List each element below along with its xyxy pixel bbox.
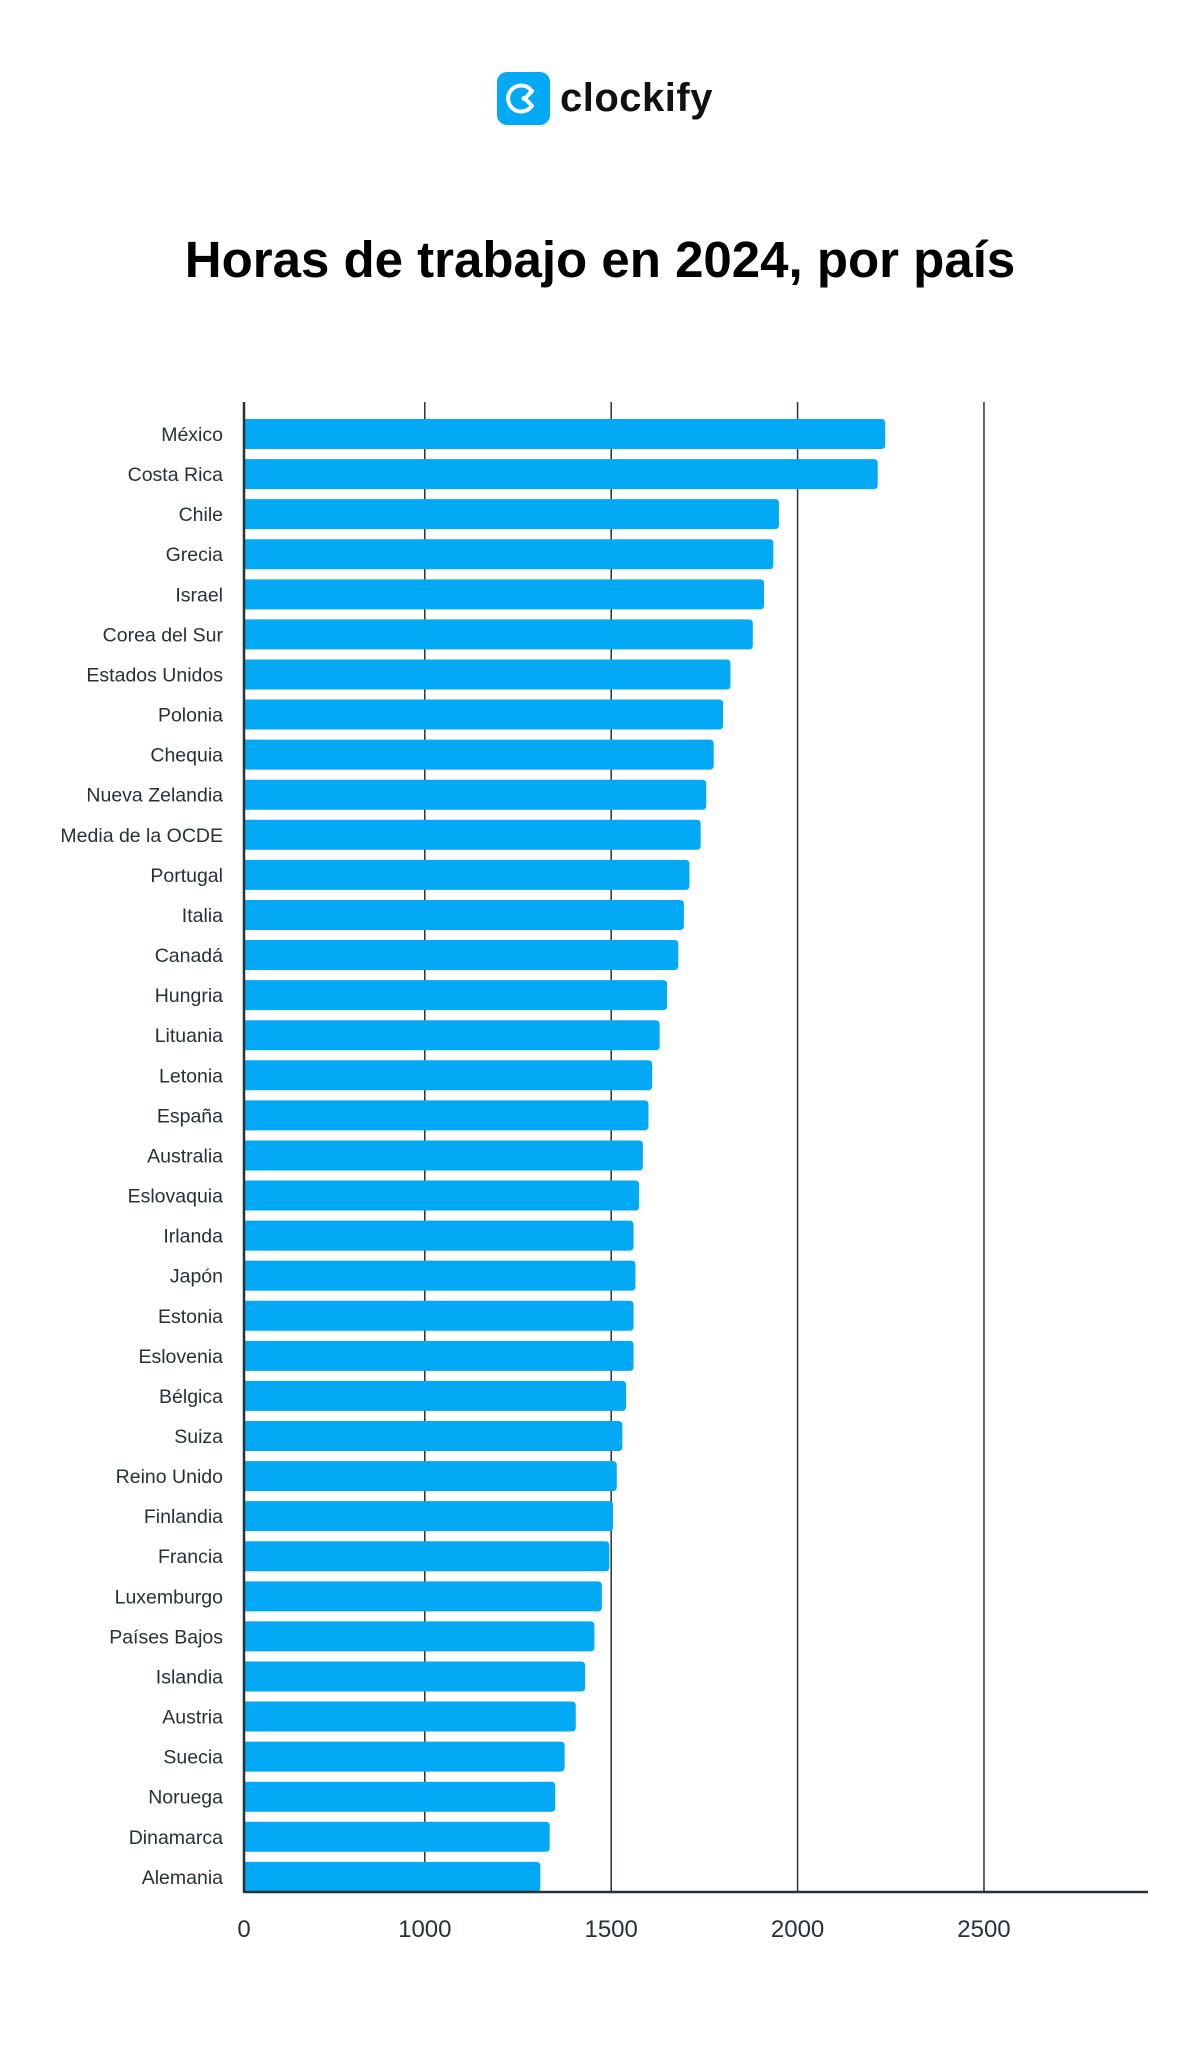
bar	[244, 579, 765, 610]
category-label: Luxemburgo	[115, 1586, 224, 1608]
bar	[244, 1421, 623, 1451]
category-label: Irlanda	[163, 1226, 223, 1248]
bar	[244, 1501, 614, 1532]
category-label: Chile	[179, 504, 223, 526]
category-label: Noruega	[148, 1787, 223, 1809]
bar	[244, 859, 690, 890]
bar	[244, 1861, 541, 1892]
chart-title: Horas de trabajo en 2024, por país	[184, 231, 1016, 288]
bar	[244, 1621, 595, 1652]
category-label: Bélgica	[159, 1386, 223, 1408]
category-label: Japón	[170, 1266, 223, 1288]
category-label: México	[161, 424, 223, 446]
bar	[244, 1701, 576, 1732]
bar	[244, 940, 679, 971]
category-label: Reino Unido	[116, 1466, 223, 1488]
bar	[244, 1461, 617, 1492]
x-tick-label: 0	[237, 1916, 250, 1943]
category-label: Islandia	[156, 1666, 223, 1688]
category-label: Nueva Zelandia	[86, 785, 223, 807]
category-label: Letonia	[159, 1065, 223, 1087]
bar	[244, 1140, 643, 1171]
bar	[244, 1060, 653, 1091]
bar	[244, 1180, 640, 1211]
category-label: Australia	[147, 1145, 223, 1167]
category-label: Estonia	[158, 1306, 223, 1328]
bar	[244, 1380, 627, 1411]
category-label: Chequia	[150, 745, 223, 767]
category-label: Corea del Sur	[103, 624, 224, 646]
bar	[244, 739, 714, 770]
category-label: Canadá	[155, 945, 223, 967]
category-label: Israel	[175, 584, 223, 606]
category-label: Suecia	[163, 1747, 223, 1769]
category-label: Lituania	[155, 1025, 223, 1047]
bar	[244, 1020, 660, 1051]
bar	[244, 539, 774, 570]
category-label: Hungria	[155, 985, 223, 1007]
category-label: Media de la OCDE	[60, 825, 223, 847]
bar	[244, 1100, 649, 1131]
category-label: Eslovaquia	[128, 1186, 224, 1208]
bar	[244, 1781, 556, 1812]
clockify-logo-icon	[497, 72, 550, 125]
bar	[244, 459, 878, 490]
category-label: Portugal	[150, 865, 223, 887]
category-label: Austria	[162, 1707, 223, 1729]
clockify-logo: clockify	[497, 72, 713, 125]
bar	[244, 1661, 586, 1692]
brand-name: clockify	[560, 76, 713, 120]
category-label: Suiza	[174, 1426, 223, 1448]
category-label: Estados Unidos	[86, 664, 223, 686]
category-label: Dinamarca	[129, 1827, 223, 1849]
bar	[244, 980, 668, 1011]
bar	[244, 659, 731, 690]
category-label: Eslovenia	[138, 1346, 223, 1368]
x-tick-label: 1000	[398, 1916, 451, 1943]
bar	[244, 1300, 634, 1331]
category-label: España	[157, 1105, 223, 1127]
category-label: Francia	[158, 1546, 223, 1568]
bar	[244, 899, 684, 930]
bar	[244, 779, 707, 810]
category-label: Países Bajos	[109, 1626, 223, 1648]
bar	[244, 1340, 634, 1371]
bar	[244, 419, 886, 449]
category-label: Grecia	[166, 544, 224, 566]
bar	[244, 1741, 565, 1772]
category-label: Italia	[182, 905, 223, 927]
category-label: Polonia	[158, 705, 223, 727]
x-tick-label: 1500	[584, 1916, 637, 1943]
bar	[244, 619, 753, 650]
bar	[244, 499, 779, 530]
bar	[244, 1220, 634, 1251]
x-tick-label: 2500	[957, 1916, 1010, 1943]
bar	[244, 819, 701, 850]
bar	[244, 699, 724, 730]
category-label: Finlandia	[144, 1506, 223, 1528]
bar	[244, 1581, 602, 1612]
bar	[244, 1821, 550, 1852]
bar	[244, 1260, 636, 1291]
x-tick-label: 2000	[771, 1916, 824, 1943]
bar	[244, 1541, 610, 1572]
category-label: Alemania	[142, 1867, 223, 1889]
category-label: Costa Rica	[128, 464, 224, 486]
